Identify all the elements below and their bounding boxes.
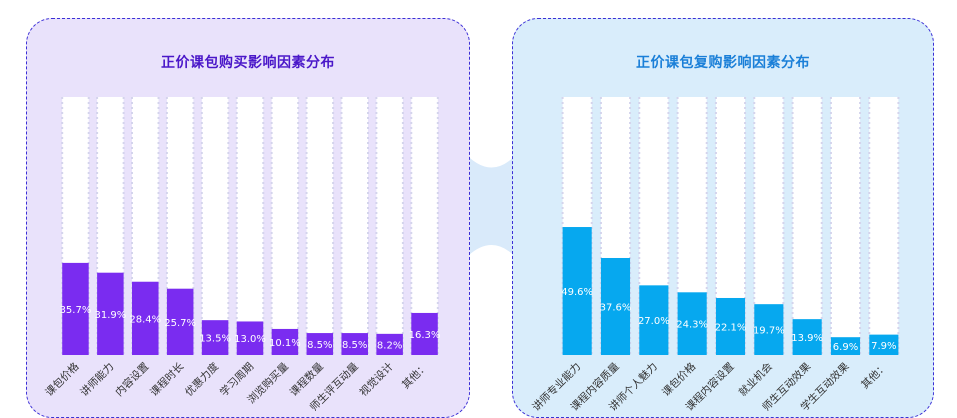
data-label: 19.7% (753, 326, 785, 337)
category-tick-label: 内容设置 (113, 360, 152, 399)
bar-background (201, 97, 229, 355)
category-tick-label: 课包价格 (43, 360, 82, 399)
bar (201, 320, 229, 355)
bar (562, 227, 592, 355)
bar (271, 328, 299, 355)
bar-background (236, 97, 264, 355)
bar-background (830, 97, 861, 355)
data-label: 13.0% (234, 334, 266, 345)
bar-background (306, 97, 334, 355)
data-label: 22.1% (715, 322, 747, 333)
bar (62, 262, 89, 355)
category-tick-label: 课包价格 (659, 360, 698, 399)
bar (132, 281, 159, 355)
bar (600, 257, 631, 355)
category-tick-label: 课程时长 (148, 360, 187, 399)
data-label: 7.9% (871, 341, 896, 352)
bar (97, 272, 124, 355)
data-label: 13.5% (199, 334, 231, 345)
data-label: 49.6% (561, 287, 593, 298)
category-tick-label: 就业机会 (736, 360, 775, 399)
data-label: 28.4% (129, 314, 161, 325)
bar-background (271, 97, 299, 355)
data-label: 10.1% (269, 338, 301, 349)
category-tick-label: 优惠力度 (182, 360, 221, 399)
data-label: 6.9% (833, 342, 858, 353)
category-tick-label: 其他： (858, 360, 889, 391)
chart-title: 正价课包购买影响因素分布 (161, 55, 335, 71)
purchase-factors-panel: 正价课包购买影响因素分布 35.7% 课包价格 31.9% 讲师能力 28.4% 内容设置… (26, 18, 470, 418)
data-label: 31.9% (94, 310, 126, 321)
bar-background (792, 97, 822, 355)
repurchase-factors-chart: 49.6%讲师专业能力37.6%课程内容质量27.0%讲师个人魅力24.3%课包… (530, 97, 900, 414)
category-tick-label: 视觉设计 (357, 360, 396, 399)
bar-background (376, 97, 403, 355)
category-tick-label: 讲师能力 (78, 360, 117, 399)
data-label: 8.5% (307, 340, 332, 351)
chart-title: 正价课包复购影响因素分布 (636, 55, 810, 71)
bar (677, 292, 707, 355)
data-label: 16.3% (409, 330, 441, 341)
bar (639, 285, 669, 355)
bar (166, 288, 194, 355)
data-label: 35.7% (60, 305, 92, 316)
bar (306, 333, 334, 355)
bar (341, 333, 368, 355)
bar (754, 304, 784, 355)
data-label: 27.0% (638, 316, 670, 327)
bar (792, 319, 822, 355)
bar-background (869, 97, 899, 355)
bar (869, 334, 899, 355)
data-label: 8.2% (377, 340, 402, 351)
bar-background (341, 97, 368, 355)
data-label: 8.5% (342, 340, 367, 351)
purchase-factors-plot: 35.7% 课包价格 31.9% 讲师能力 28.4% 内容设置 25.7% 课程时长 13.5… (43, 97, 442, 417)
data-label: 25.7% (164, 318, 196, 329)
bar (411, 312, 438, 355)
data-label: 37.6% (600, 302, 632, 313)
data-label: 13.9% (791, 333, 823, 344)
repurchase-factors-panel: 正价课包复购影响因素分布 49.6% 讲师专业能力 37.6% 课程内容质量 27.0%… (512, 18, 934, 418)
data-label: 24.3% (676, 320, 708, 331)
bar (715, 297, 746, 355)
bar (376, 333, 403, 355)
repurchase-factors-plot: 49.6% 讲师专业能力 37.6% 课程内容质量 27.0% 讲师个人魅力 24.3% 课包… (530, 97, 903, 417)
bar (830, 337, 861, 355)
bar (236, 321, 264, 355)
purchase-factors-chart: 35.7% 课包价格 31.9% 讲师能力 28.4% 内容设置 25.7% 课程时长 13.5… (43, 97, 441, 414)
bar-background (411, 97, 438, 355)
category-tick-label: 其他： (399, 360, 430, 391)
